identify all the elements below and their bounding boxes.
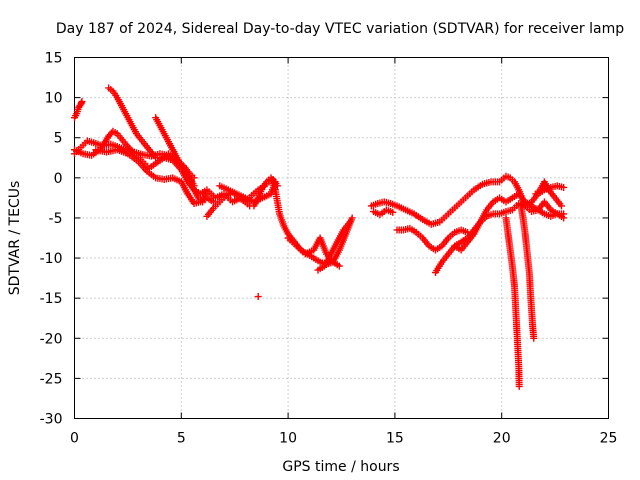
data-points xyxy=(71,84,568,390)
data-point-marker xyxy=(558,202,566,210)
series-arc-19 xyxy=(517,202,538,342)
axis-ticks: 0 5 10 15 20 25 -30 -25 -20 -15 -10 -5 0 5 10 15 xyxy=(40,51,618,447)
series-arc-13 xyxy=(367,172,568,228)
x-axis-title: GPS time / hours xyxy=(282,459,399,475)
chart-title: Day 187 of 2024, Sidereal Day-to-day VTE… xyxy=(56,21,624,37)
data-point-marker xyxy=(530,334,538,342)
data-point-marker xyxy=(254,293,262,301)
y-tick-label: -10 xyxy=(40,251,63,267)
y-tick-label: -25 xyxy=(40,371,63,387)
data-point-marker xyxy=(515,382,523,390)
series-arc-12 xyxy=(254,293,262,301)
x-tick-label: 5 xyxy=(177,431,186,447)
y-tick-label: 10 xyxy=(45,91,63,107)
data-point-marker xyxy=(389,208,397,216)
x-tick-label: 25 xyxy=(600,431,618,447)
series-arc-18 xyxy=(502,214,523,390)
series-arc-1 xyxy=(71,98,86,122)
data-point-marker xyxy=(203,190,211,198)
y-tick-label: -20 xyxy=(40,331,63,347)
data-point-marker xyxy=(78,98,86,106)
x-tick-label: 10 xyxy=(279,431,297,447)
series-arc-15 xyxy=(393,224,472,254)
series-arc-14 xyxy=(370,206,397,219)
x-tick-label: 20 xyxy=(493,431,511,447)
data-point-marker xyxy=(346,218,354,226)
y-axis-title: SDTVAR / TECUs xyxy=(7,181,23,296)
y-tick-label: 15 xyxy=(45,51,63,67)
series-arc-11 xyxy=(314,218,354,274)
data-point-marker xyxy=(348,214,356,222)
x-tick-label: 15 xyxy=(386,431,404,447)
y-tick-label: -30 xyxy=(40,412,63,428)
data-point-marker xyxy=(560,214,568,222)
y-tick-label: -5 xyxy=(49,211,63,227)
series-arc-20 xyxy=(532,178,566,210)
series-arc-10 xyxy=(284,214,356,266)
y-tick-label: 5 xyxy=(54,131,63,147)
data-point-marker xyxy=(560,183,568,191)
data-point-marker xyxy=(209,198,217,206)
series-arc-6 xyxy=(92,146,211,208)
data-point-marker xyxy=(335,262,343,270)
x-tick-label: 0 xyxy=(70,431,79,447)
y-tick-label: 0 xyxy=(54,171,63,187)
y-tick-label: -15 xyxy=(40,291,63,307)
plot-frame xyxy=(74,57,609,419)
